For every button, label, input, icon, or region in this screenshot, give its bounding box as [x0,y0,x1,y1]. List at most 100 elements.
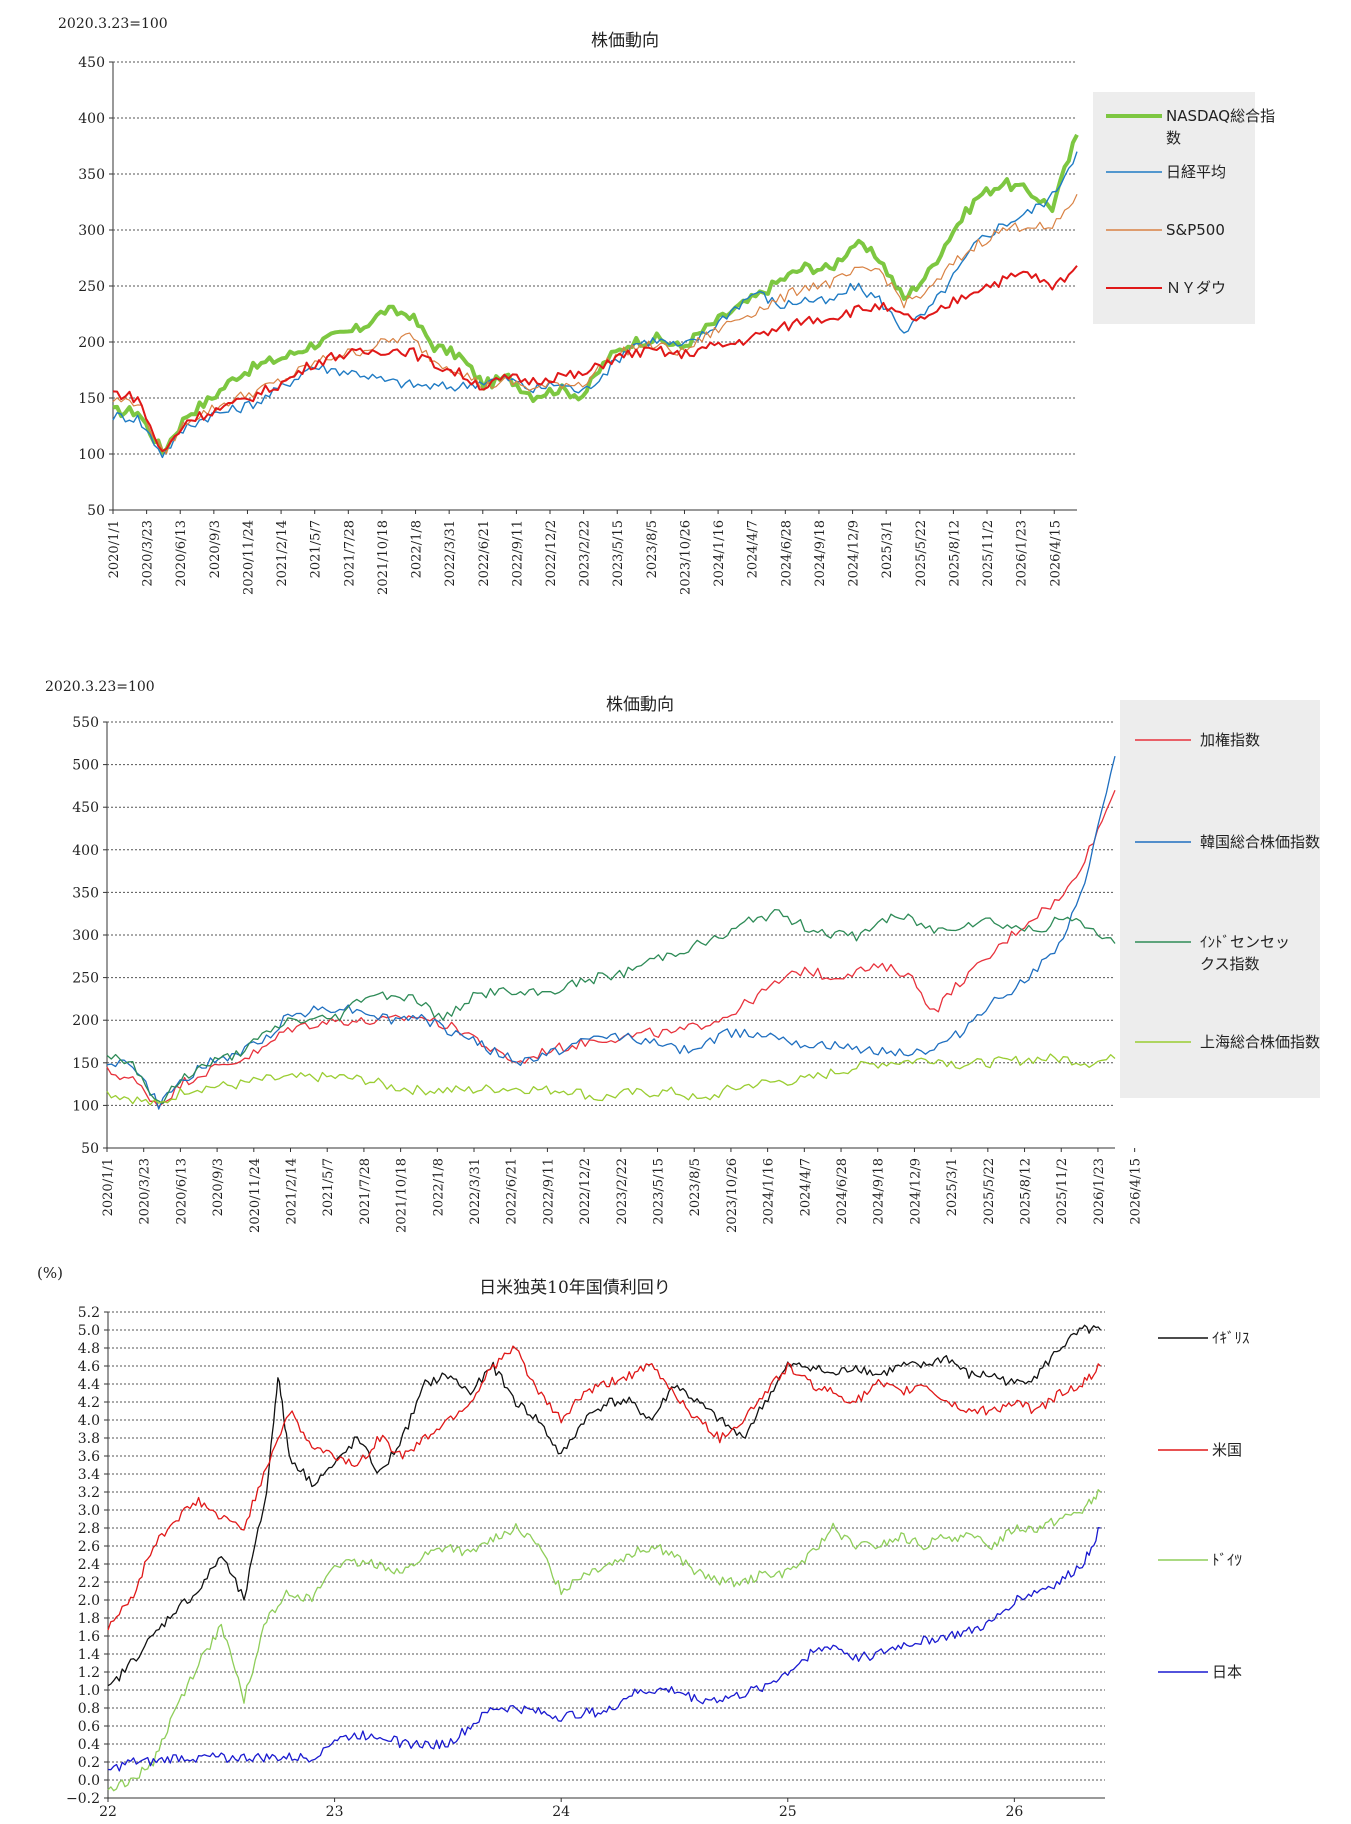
y-tick-label: 300 [72,928,99,944]
x-tick-label: 26 [1005,1804,1023,1820]
x-tick-label: 2023/10/26 [725,1158,740,1233]
legend-box [1093,92,1255,324]
x-tick-label: 2021/10/18 [395,1158,410,1233]
base-note: 2020.3.23=100 [58,16,168,32]
chart-1-us-japan-stocks: 2020.3.23=100 株価動向 50 100 150 200 250 300 350 4… [58,16,1275,595]
x-axis: 2020/1/1 2020/3/23 2020/6/13 2020/9/3 2020/1… [107,509,1077,595]
x-tick-label: 2020/3/23 [138,1158,153,1225]
y-tick-label: 3.6 [78,1449,100,1465]
y-tick-label: −0.2 [66,1791,100,1807]
y-tick-label: 3.2 [78,1485,100,1501]
x-tick-label: 2025/8/12 [947,520,962,587]
series-line-3 [112,193,1078,454]
y-tick-label: 350 [78,167,105,183]
y-tick-label: 1.8 [78,1611,100,1627]
x-tick-label: 2024/1/16 [712,520,727,587]
x-tick-label: 2025/5/22 [914,520,929,587]
x-axis: 22 23 24 25 26 [99,1797,1105,1820]
y-tick-label: 250 [72,971,99,987]
y-tick-label: 5.2 [78,1305,100,1321]
x-tick-label: 2024/12/9 [908,1158,923,1225]
y-tick-label: 100 [78,447,105,463]
y-tick-label: 4.8 [78,1341,100,1357]
x-tick-label: 2023/2/22 [615,1158,630,1225]
x-tick-label: 2023/8/5 [645,520,660,578]
series-line-1 [112,133,1079,455]
y-tick-label: 3.4 [78,1467,100,1483]
series-line-4 [107,1527,1101,1772]
x-tick-label: 2020/6/13 [174,520,189,587]
y-tick-label: 400 [78,111,105,127]
legend-label: 韓国総合株価指数 [1200,833,1320,851]
x-axis: 2020/1/1 2020/3/23 2020/6/13 2020/9/3 2020/1… [101,1147,1144,1233]
series-line-2 [107,1345,1101,1631]
y-tick-label: 50 [81,1141,99,1157]
x-tick-label: 2021/10/18 [376,520,391,595]
y-tick-label: 450 [72,800,99,816]
series-line-4 [106,1053,1116,1106]
x-tick-label: 2020/6/13 [174,1158,189,1225]
x-tick-label: 2022/12/2 [544,520,559,587]
y-tick-label: 200 [78,335,105,351]
y-tick-label: 0.4 [78,1737,100,1753]
x-tick-label: 25 [779,1804,797,1820]
y-tick-label: 350 [72,885,99,901]
x-tick-label: 2023/2/22 [578,520,593,587]
y-tick-label: 50 [87,503,105,519]
x-tick-label: 2024/6/28 [835,1158,850,1225]
x-tick-label: 2025/3/1 [945,1158,960,1216]
x-tick-label: 2020/3/23 [141,520,156,587]
x-tick-label: 2024/4/7 [798,1158,813,1216]
x-tick-label: 2026/1/23 [1092,1158,1107,1225]
y-tick-label: 1.2 [78,1665,100,1681]
x-tick-label: 2023/5/15 [652,1158,667,1225]
x-tick-label: 2021/7/28 [342,520,357,587]
y-tick-label: 2.0 [78,1593,100,1609]
x-tick-label: 24 [552,1804,570,1820]
y-tick-label: 1.0 [78,1683,100,1699]
chart-title: 株価動向 [606,695,674,715]
x-tick-label: 2021/2/14 [285,1158,300,1225]
y-tick-label: 2.4 [78,1557,100,1573]
x-tick-label: 2025/11/2 [1055,1158,1070,1225]
x-tick-label: 2024/12/9 [847,520,862,587]
y-tick-label: 3.8 [78,1431,100,1447]
y-tick-label: 250 [78,279,105,295]
y-axis: 50 100 150 200 250 300 350 400 450 500 550 [72,715,108,1157]
y-tick-label: 4.4 [78,1377,100,1393]
x-tick-label: 2020/1/1 [107,520,122,578]
x-tick-label: 2022/6/21 [477,520,492,587]
y-tick-label: 300 [78,223,105,239]
chart-title: 株価動向 [591,31,659,51]
y-tick-label: 4.2 [78,1395,100,1411]
y-tick-label: 550 [72,715,99,731]
x-tick-label: 2025/3/1 [880,520,895,578]
x-tick-label: 2021/7/28 [358,1158,373,1225]
gridlines [113,61,1077,455]
x-tick-label: 2026/4/15 [1129,1158,1144,1225]
base-note: 2020.3.23=100 [45,679,155,695]
legend-label: ＮＹダウ [1166,279,1226,297]
chart-3-bond-yields: (%) 日米独英10年国債利回り −0.2 0.0 0.2 0.4 0.6 0.8 1.0 1… [37,1264,1250,1820]
y-tick-label: 0.0 [78,1773,100,1789]
y-tick-label: 100 [72,1098,99,1114]
legend-label: ﾄﾞｲﾂ [1212,1551,1242,1569]
x-tick-label: 2022/9/11 [510,520,525,587]
y-tick-label: 3.0 [78,1503,100,1519]
y-axis: −0.2 0.0 0.2 0.4 0.6 0.8 1.0 1.2 1.4 1.6 1.8 2.0 2.2… [66,1305,109,1807]
legend-label: ｲｷﾞﾘｽ [1212,1329,1250,1347]
series-line-3 [106,908,1116,1105]
x-tick-label: 2022/12/2 [578,1158,593,1225]
series-line-2 [112,151,1078,459]
x-tick-label: 2023/8/5 [688,1158,703,1216]
x-tick-label: 2026/4/15 [1048,520,1063,587]
x-tick-label: 22 [99,1804,117,1820]
x-tick-label: 2024/9/18 [872,1158,887,1225]
x-tick-label: 2021/5/7 [321,1158,336,1216]
legend-label: S&P500 [1166,221,1225,239]
x-tick-label: 2024/4/7 [746,520,761,578]
unit-label: (%) [37,1264,63,1282]
series-line-3 [107,1489,1101,1792]
